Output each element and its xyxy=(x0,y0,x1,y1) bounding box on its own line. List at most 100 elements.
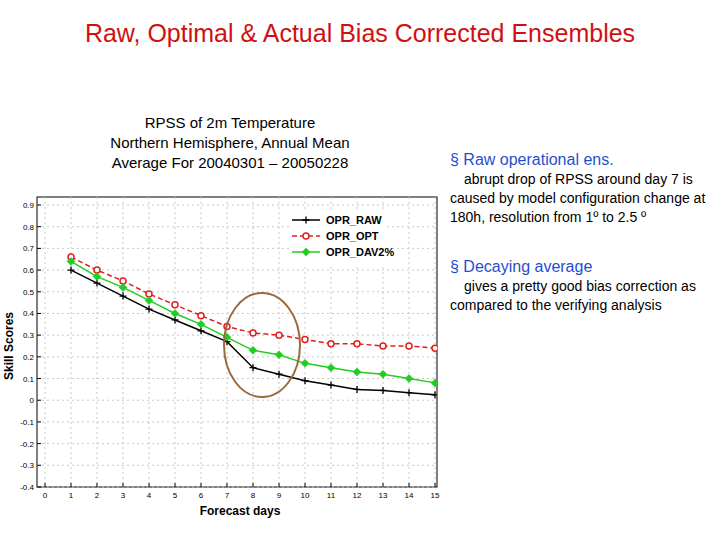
point xyxy=(406,389,413,396)
tick xyxy=(37,205,41,206)
bullet-heading-text: Raw operational ens. xyxy=(463,151,613,168)
grid-line xyxy=(149,197,150,487)
grid-line xyxy=(279,197,280,487)
tick xyxy=(279,483,280,487)
bullet-heading: § Decaying average xyxy=(450,257,712,277)
bullet-heading: § Raw operational ens. xyxy=(450,150,712,170)
point xyxy=(354,341,360,347)
point xyxy=(432,391,438,398)
tick-label: 0.7 xyxy=(23,244,35,253)
point xyxy=(301,359,309,367)
tick-label: 9 xyxy=(277,491,282,500)
tick-label: 0.4 xyxy=(23,309,35,318)
grid-line xyxy=(435,197,436,487)
plot-frame xyxy=(37,197,437,487)
tick-label: 12 xyxy=(353,491,362,500)
point xyxy=(353,368,361,376)
point xyxy=(431,379,437,387)
tick-label: 0 xyxy=(30,396,35,405)
tick-label: 5 xyxy=(173,491,178,500)
tick xyxy=(37,313,41,314)
tick-label: 15 xyxy=(431,491,440,500)
point xyxy=(93,273,101,281)
point xyxy=(198,313,204,319)
point xyxy=(172,302,178,308)
grid-line xyxy=(175,197,176,487)
chart-title: RPSS of 2m Temperature xyxy=(145,114,316,131)
tick xyxy=(37,400,41,401)
point xyxy=(354,386,361,393)
tick-label: 11 xyxy=(327,491,336,500)
tick xyxy=(71,483,72,487)
chart-title: Average For 20040301 – 20050228 xyxy=(112,154,349,171)
tick-label: 10 xyxy=(301,491,310,500)
bullet-text: gives a pretty good bias correction as c… xyxy=(450,277,712,315)
point xyxy=(67,257,75,265)
point xyxy=(406,343,412,349)
tick-label: 0.3 xyxy=(23,331,35,340)
tick-label: 1 xyxy=(69,491,74,500)
point xyxy=(302,336,308,342)
point xyxy=(276,332,282,338)
canvas: Raw, Optimal & Actual Bias Corrected Ens… xyxy=(0,0,720,540)
grid-line xyxy=(201,197,202,487)
grid-line xyxy=(253,197,254,487)
tick xyxy=(201,483,202,487)
tick xyxy=(37,487,41,488)
series-group xyxy=(67,254,437,398)
point xyxy=(328,341,334,347)
point xyxy=(405,375,413,383)
tick xyxy=(37,291,41,292)
bullet-symbol: § xyxy=(450,258,463,275)
point xyxy=(146,291,152,297)
point xyxy=(119,283,127,291)
x-axis-label: Forecast days xyxy=(200,504,281,518)
tick xyxy=(435,483,436,487)
tick xyxy=(37,270,41,271)
tick xyxy=(357,483,358,487)
tick-label: 0.6 xyxy=(23,266,35,275)
tick xyxy=(331,483,332,487)
point xyxy=(380,343,386,349)
point xyxy=(432,345,437,351)
tick-label: -0.1 xyxy=(20,418,34,427)
chart-title: Northern Hemisphere, Annual Mean xyxy=(110,134,349,151)
point xyxy=(275,351,283,359)
tick-label: -0.2 xyxy=(20,440,34,449)
tick-label: 7 xyxy=(225,491,230,500)
point xyxy=(276,371,283,378)
point xyxy=(379,370,387,378)
series-line xyxy=(71,257,435,348)
point xyxy=(302,377,309,384)
legend-marker xyxy=(303,217,310,224)
tick-label: 4 xyxy=(147,491,152,500)
bullet-heading-text: Decaying average xyxy=(463,258,592,275)
legend-label: OPR_RAW xyxy=(326,214,382,226)
legend-label: OPR_DAV2% xyxy=(326,246,394,258)
legend-marker xyxy=(303,233,309,239)
tick xyxy=(37,378,41,379)
grid-line xyxy=(45,197,46,487)
grid-line xyxy=(123,197,124,487)
point xyxy=(94,267,100,273)
bullet: § Decaying averagegives a pretty good bi… xyxy=(450,257,712,315)
point xyxy=(120,293,127,300)
grid-line xyxy=(37,205,437,206)
tick xyxy=(37,443,41,444)
tick xyxy=(123,483,124,487)
tick xyxy=(175,483,176,487)
tick xyxy=(37,226,41,227)
tick-label: 0 xyxy=(43,491,48,500)
grid-line xyxy=(97,197,98,487)
point xyxy=(327,364,335,372)
series-line xyxy=(71,270,435,395)
point xyxy=(146,306,153,313)
y-axis-label: Skill Scores xyxy=(2,312,16,380)
point xyxy=(120,278,126,284)
point xyxy=(249,346,257,354)
tick-label: 13 xyxy=(379,491,388,500)
series-line xyxy=(71,261,435,382)
grid-line xyxy=(409,197,410,487)
tick-label: 0.8 xyxy=(23,223,35,232)
tick xyxy=(37,335,41,336)
